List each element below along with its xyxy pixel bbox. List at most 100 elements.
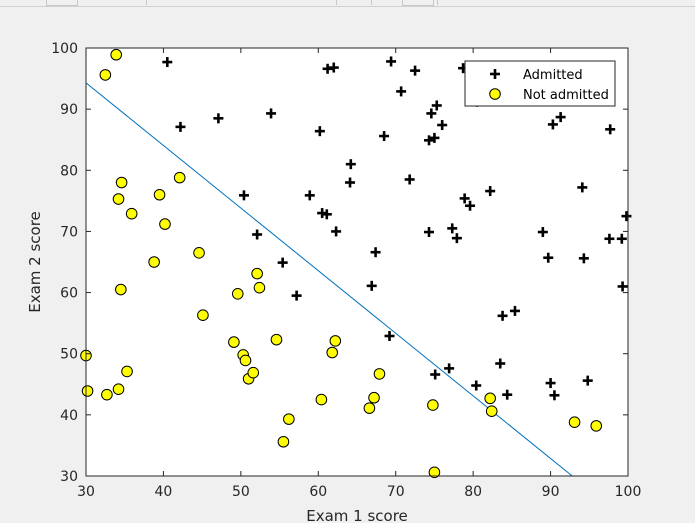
not-admitted-point (193, 247, 205, 259)
admitted-point (545, 378, 556, 389)
admitted-point (617, 281, 628, 292)
axes-frame (85, 47, 629, 477)
admitted-point (304, 190, 315, 201)
admitted-point (266, 108, 277, 119)
not-admitted-point (81, 385, 94, 397)
toolbar-button[interactable] (402, 0, 434, 6)
not-admitted-point (239, 354, 252, 367)
admitted-point (328, 62, 339, 73)
not-admitted-point (277, 435, 290, 448)
admitted-point (370, 247, 381, 258)
not-admitted-point (125, 207, 138, 220)
legend[interactable]: Admitted Not admitted (464, 60, 616, 107)
admitted-point (321, 209, 332, 220)
admitted-point (424, 227, 435, 238)
x-tick-label: 90 (542, 484, 560, 500)
x-tick-label: 100 (615, 484, 642, 500)
admitted-point (555, 112, 566, 123)
admitted-point (447, 223, 458, 234)
admitted-point (578, 253, 589, 264)
not-admitted-point (153, 188, 166, 201)
admitted-point (431, 100, 442, 111)
legend-marker-admitted (490, 69, 500, 79)
not-admitted-point (231, 287, 244, 300)
not-admitted-point (485, 405, 498, 417)
admitted-point (426, 108, 437, 119)
y-tick-label: 30 (60, 469, 78, 485)
not-admitted-point (159, 218, 171, 230)
admitted-point (424, 135, 435, 146)
admitted-point (379, 131, 390, 142)
not-admitted-point (363, 402, 376, 414)
not-admitted-point (427, 399, 439, 411)
not-admitted-point (121, 365, 133, 378)
not-admitted-point (368, 391, 380, 404)
y-tick-label: 50 (60, 347, 78, 363)
admitted-point (386, 56, 397, 67)
admitted-point (547, 119, 558, 130)
admitted-point (277, 257, 288, 268)
admitted-point (430, 369, 441, 380)
not-admitted-point (112, 193, 125, 205)
admitted-point (437, 120, 448, 131)
admitted-point (605, 124, 616, 135)
not-admitted-point (568, 416, 581, 428)
admitted-point (252, 229, 263, 240)
axis-ticks: 30 40 50 60 70 80 90 100 30 40 50 60 70 80 90 100 (51, 41, 641, 500)
admitted-point (162, 57, 173, 68)
admitted-point (465, 200, 476, 211)
y-tick-label: 40 (60, 408, 78, 424)
admitted-point (509, 305, 520, 316)
admitted-point (621, 211, 632, 222)
admitted-point (577, 182, 588, 193)
not-admitted-point (329, 335, 342, 347)
admitted-point (213, 113, 224, 124)
admitted-point (543, 252, 554, 263)
not-admitted-point (326, 346, 339, 359)
admitted-point (485, 186, 496, 197)
legend-entry-label: Not admitted (523, 88, 609, 103)
not-admitted-point (247, 366, 260, 379)
y-tick-label: 80 (60, 163, 78, 179)
figure-toolbar-strip (0, 0, 695, 7)
y-tick-label: 90 (60, 102, 78, 118)
not-admitted-point (110, 48, 122, 61)
admitted-point (314, 126, 325, 137)
not-admitted-point (373, 368, 386, 380)
admitted-point (410, 65, 421, 76)
y-tick-label: 60 (60, 286, 78, 302)
admitted-point (366, 280, 377, 291)
legend-marker-not-admitted (489, 88, 501, 100)
x-axis-label: Exam 1 score (306, 507, 408, 523)
toolbar-button[interactable] (46, 0, 78, 6)
admitted-point (459, 193, 470, 204)
toolbar-separator (437, 0, 438, 5)
admitted-point (537, 227, 548, 238)
legend-entry-label: Admitted (523, 68, 583, 83)
not-admitted-point (315, 393, 328, 406)
x-tick-label: 50 (232, 484, 250, 500)
not-admitted-point (173, 171, 186, 184)
not-admitted-point (148, 256, 160, 268)
y-tick-label: 70 (60, 224, 78, 240)
y-tick-label: 100 (51, 41, 78, 57)
toolbar-separator (371, 0, 372, 5)
x-tick-label: 70 (387, 484, 405, 500)
not-admitted-point (253, 281, 266, 294)
admitted-point (291, 290, 302, 301)
not-admitted-point (197, 309, 209, 321)
not-admitted-point (428, 466, 441, 479)
admitted-point (331, 226, 342, 237)
admitted-point (451, 233, 462, 244)
legend-box (464, 60, 616, 107)
not-admitted-point (101, 388, 113, 401)
x-tick-label: 60 (309, 484, 327, 500)
admitted-point (175, 121, 186, 132)
not-admitted-point (590, 420, 603, 432)
y-axis-label: Exam 2 score (26, 211, 44, 313)
admitted-point (444, 363, 455, 374)
admitted-point (495, 358, 506, 369)
not-admitted-point (251, 267, 263, 280)
not-admitted-point (115, 283, 127, 296)
